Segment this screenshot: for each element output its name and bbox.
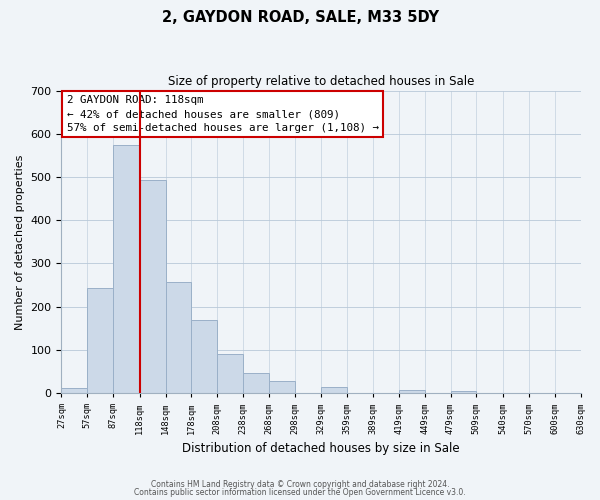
Bar: [243, 373, 269, 393]
Bar: [140, 180, 166, 393]
Text: 2 GAYDON ROAD: 118sqm
← 42% of detached houses are smaller (809)
57% of semi-det: 2 GAYDON ROAD: 118sqm ← 42% of detached …: [67, 95, 379, 133]
Bar: [217, 354, 243, 393]
Text: 2, GAYDON ROAD, SALE, M33 5DY: 2, GAYDON ROAD, SALE, M33 5DY: [161, 10, 439, 25]
Text: Contains public sector information licensed under the Open Government Licence v3: Contains public sector information licen…: [134, 488, 466, 497]
Text: Contains HM Land Registry data © Crown copyright and database right 2024.: Contains HM Land Registry data © Crown c…: [151, 480, 449, 489]
Bar: [322, 387, 347, 393]
Bar: [451, 391, 476, 393]
Bar: [87, 288, 113, 393]
Bar: [113, 146, 140, 393]
Y-axis label: Number of detached properties: Number of detached properties: [15, 154, 25, 330]
Title: Size of property relative to detached houses in Sale: Size of property relative to detached ho…: [168, 75, 474, 88]
Bar: [269, 382, 295, 393]
Bar: [61, 388, 87, 393]
Bar: [191, 320, 217, 393]
Bar: [399, 390, 425, 393]
Bar: [166, 282, 191, 393]
X-axis label: Distribution of detached houses by size in Sale: Distribution of detached houses by size …: [182, 442, 460, 455]
